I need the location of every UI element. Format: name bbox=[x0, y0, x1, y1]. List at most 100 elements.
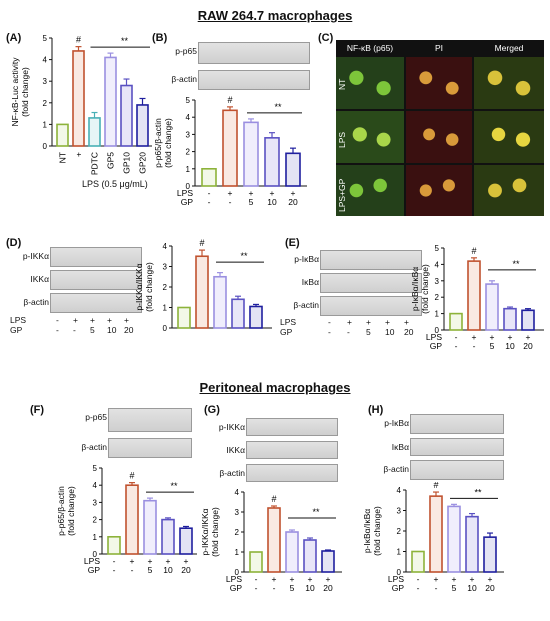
treatment-label-lps: LPS bbox=[426, 332, 442, 342]
treatment-lps-value: + bbox=[434, 574, 439, 584]
bar bbox=[483, 536, 497, 573]
y-tick-label: 4 bbox=[235, 488, 240, 497]
bar bbox=[213, 275, 227, 329]
treatment-gp-value: 10 bbox=[107, 325, 117, 335]
bar bbox=[503, 307, 517, 331]
treatment-lps-value: - bbox=[208, 188, 211, 198]
col-header: PI bbox=[434, 43, 444, 53]
bar bbox=[179, 527, 193, 555]
blot-f-actin: β-actin bbox=[81, 438, 192, 458]
significance-stars: ** bbox=[170, 481, 178, 491]
treatment-gp-value: - bbox=[255, 583, 258, 593]
bar bbox=[56, 123, 69, 147]
y-tick-label: 1 bbox=[397, 548, 402, 557]
treatment-lps-value: + bbox=[291, 188, 296, 198]
y-tick-label: 0 bbox=[163, 324, 168, 333]
chart-a: 0 1 2 3 4 5 NF-κB-Luc activity (fold change) # **… bbox=[10, 34, 152, 175]
y-tick-label: 4 bbox=[93, 481, 98, 490]
treatment-lps-value: + bbox=[326, 574, 331, 584]
y-tick-label: 3 bbox=[435, 277, 440, 286]
bar bbox=[264, 137, 280, 187]
treatment-lps-value: + bbox=[308, 574, 313, 584]
treatment-lps-value: + bbox=[184, 556, 189, 566]
y-axis-label: p-IKKα/IKKα bbox=[134, 263, 144, 310]
blot-label: β-actin bbox=[293, 300, 319, 310]
significance-hash: # bbox=[471, 246, 476, 256]
blot-label: IκBα bbox=[391, 442, 409, 452]
treatment-gp-value: - bbox=[455, 341, 458, 351]
bar bbox=[231, 298, 245, 329]
treatment-gp-value: 20 bbox=[124, 325, 134, 335]
cell-image-nt-p65 bbox=[336, 57, 404, 109]
bar bbox=[177, 306, 191, 329]
x-tick-label: + bbox=[74, 152, 84, 157]
bar bbox=[107, 536, 121, 555]
y-tick-label: 3 bbox=[163, 263, 168, 272]
treatment-lps-value: + bbox=[272, 574, 277, 584]
treatment-gp-value: - bbox=[113, 565, 116, 575]
y-tick-label: 0 bbox=[43, 142, 48, 151]
section-header-peritoneal: Peritoneal macrophages bbox=[199, 380, 351, 395]
treatment-label-gp: GP bbox=[430, 341, 443, 351]
y-tick-label: 2 bbox=[163, 283, 168, 292]
y-tick-label: 0 bbox=[235, 568, 240, 577]
y-tick-label: 5 bbox=[43, 34, 48, 43]
bar bbox=[467, 260, 481, 331]
blot-label: p-IKKα bbox=[218, 422, 245, 432]
treatment-gp-value: 10 bbox=[505, 341, 515, 351]
panel-label-b: (B) bbox=[152, 32, 168, 44]
x-tick-label: GP20 bbox=[138, 152, 148, 174]
treatment-gp-value: - bbox=[56, 325, 59, 335]
treatment-gp-value: - bbox=[435, 583, 438, 593]
y-tick-label: 3 bbox=[93, 498, 98, 507]
treatment-lps-value: + bbox=[470, 574, 475, 584]
bar bbox=[285, 152, 301, 187]
bar bbox=[120, 84, 133, 147]
treatment-gp-value: - bbox=[347, 327, 350, 337]
treatment-lps-value: + bbox=[472, 332, 477, 342]
treatment-lps-value: - bbox=[56, 315, 59, 325]
treatment-gp-value: - bbox=[473, 341, 476, 351]
blot-d-pikka: p-IKKα bbox=[23, 247, 142, 267]
significance-stars: ** bbox=[274, 102, 282, 112]
treatment-gp-value: 5 bbox=[290, 583, 295, 593]
panel-label-g: (G) bbox=[204, 404, 220, 416]
bar bbox=[303, 539, 317, 573]
y-tick-label: 5 bbox=[186, 96, 191, 105]
significance-hash: # bbox=[227, 95, 232, 105]
y-axis-label-unit: (fold change) bbox=[66, 486, 76, 536]
significance-stars: ** bbox=[312, 507, 320, 517]
y-tick-label: 0 bbox=[93, 550, 98, 559]
significance-stars: ** bbox=[474, 487, 482, 497]
y-tick-label: 1 bbox=[93, 533, 98, 542]
blot-e-pikba: p-IκBα bbox=[294, 250, 422, 270]
y-tick-label: 1 bbox=[163, 304, 168, 313]
y-axis-label-unit: (fold change) bbox=[144, 262, 154, 312]
treatment-label-gp: GP bbox=[392, 583, 405, 593]
bar bbox=[429, 495, 443, 573]
treatment-lps-value: + bbox=[270, 188, 275, 198]
blot-h-ikba: IκBα bbox=[392, 438, 504, 456]
treatment-lps-value: + bbox=[488, 574, 493, 584]
treatment-gp-value: 10 bbox=[163, 565, 173, 575]
bar bbox=[521, 309, 535, 331]
y-axis-label-unit: (fold change) bbox=[163, 118, 173, 168]
y-tick-label: 5 bbox=[93, 464, 98, 473]
y-axis-label-unit: (fold change) bbox=[420, 264, 430, 314]
bar bbox=[243, 121, 259, 187]
treatment-gp-value: - bbox=[273, 583, 276, 593]
row-label: LPS bbox=[337, 131, 347, 148]
blot-label: IKKα bbox=[30, 274, 49, 284]
treatment-lps-value: + bbox=[249, 188, 254, 198]
bar bbox=[267, 507, 281, 573]
significance-hash: # bbox=[129, 471, 134, 481]
bar bbox=[125, 484, 139, 555]
treatment-lps-value: - bbox=[255, 574, 258, 584]
y-axis-label: p-p65/β-actin bbox=[153, 118, 163, 168]
treatment-lps-value: + bbox=[508, 332, 513, 342]
blot-d-ikka: IKKα bbox=[30, 270, 142, 290]
y-axis-label-unit: (fold change) bbox=[20, 67, 30, 117]
y-tick-label: 3 bbox=[186, 130, 191, 139]
treatment-gp-value: 10 bbox=[467, 583, 477, 593]
